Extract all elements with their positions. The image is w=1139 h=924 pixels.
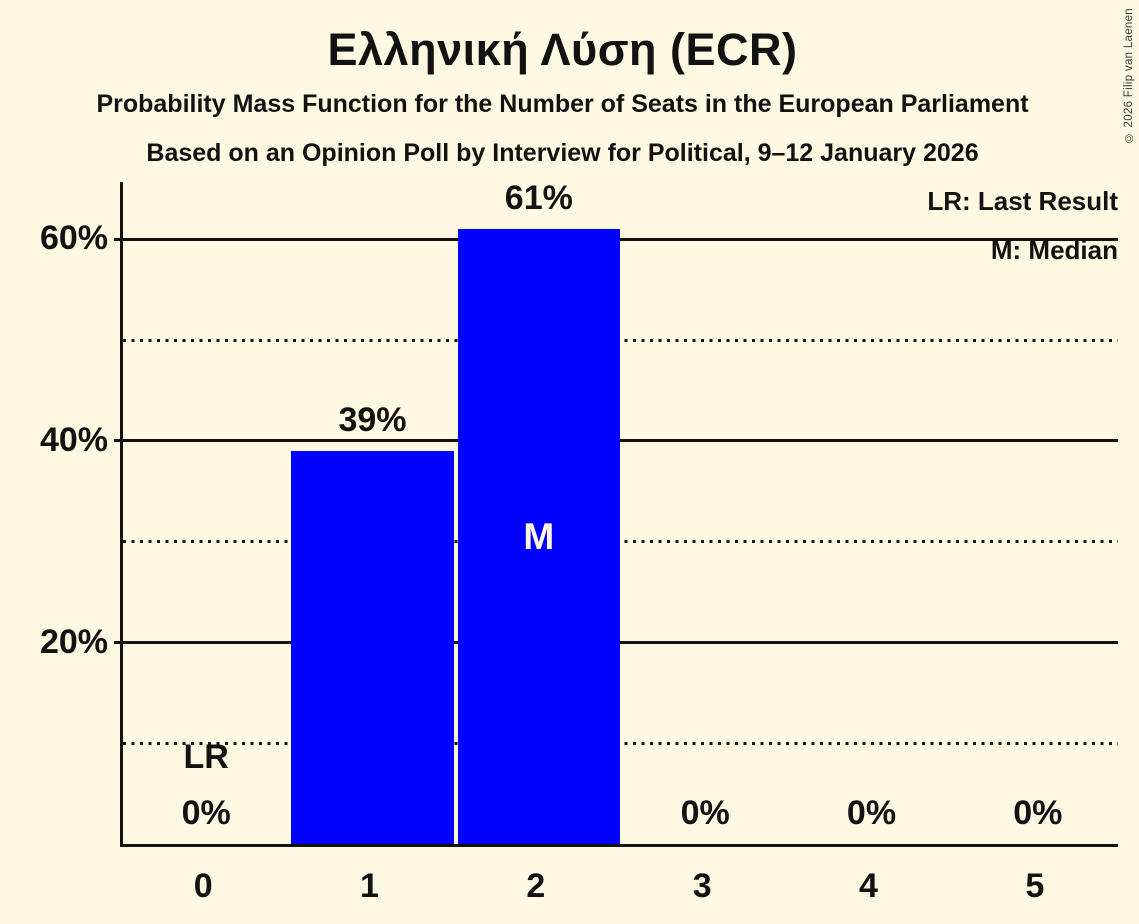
plot-grid: 20% 40% 60% 0% LR 39% M 61% 0% 0% 0% bbox=[40, 179, 1121, 847]
legend-median: M: Median bbox=[990, 235, 1118, 265]
median-marker: M bbox=[523, 515, 555, 557]
x-axis-tick-label: 4 bbox=[859, 867, 878, 905]
bar-column-4: 0% bbox=[788, 182, 954, 844]
x-axis-tick-label: 1 bbox=[360, 867, 379, 905]
bar-value-label: 0% bbox=[181, 794, 231, 832]
copyright-notice: © 2026 Filip van Laenen bbox=[1123, 8, 1135, 144]
last-result-marker: LR bbox=[183, 738, 229, 776]
bar-column-5: 0% bbox=[955, 182, 1121, 844]
x-axis-tick-label: 3 bbox=[692, 867, 712, 905]
bar-value-label: 0% bbox=[680, 794, 730, 832]
bar-value-label: 39% bbox=[338, 401, 407, 440]
chart-title: Ελληνική Λύση (ECR) bbox=[327, 24, 798, 75]
chart-subtitle: Probability Mass Function for the Number… bbox=[96, 90, 1029, 118]
gridline-dotted-30 bbox=[123, 540, 1118, 544]
x-axis-tick-label: 5 bbox=[1025, 867, 1045, 905]
bar-column-1: 39% bbox=[289, 182, 455, 844]
bar-value-label: 0% bbox=[1013, 794, 1063, 832]
gridline-dotted-50 bbox=[123, 338, 1118, 342]
y-axis-tick-label: 60% bbox=[39, 219, 108, 258]
bar-1 bbox=[291, 451, 454, 844]
bar-value-label: 0% bbox=[846, 794, 897, 832]
bar-2: M bbox=[457, 229, 620, 844]
bar-column-2: M 61% bbox=[456, 179, 622, 844]
y-axis-tick-label: 40% bbox=[39, 420, 108, 459]
chart-poll-subtitle: Based on an Opinion Poll by Interview fo… bbox=[146, 139, 979, 167]
legend: LR: Last Result M: Median bbox=[927, 188, 1118, 263]
x-axis-tick-label: 2 bbox=[526, 867, 546, 905]
x-axis-labels: 0 1 2 3 4 5 bbox=[120, 868, 1118, 908]
bar-column-3: 0% bbox=[622, 182, 788, 844]
gridline-dotted-10 bbox=[123, 741, 1118, 745]
bar-column-0: 0% LR bbox=[123, 182, 289, 844]
legend-last-result: LR: Last Result bbox=[927, 186, 1118, 216]
x-axis-tick-label: 0 bbox=[193, 867, 213, 905]
y-axis-tick-label: 20% bbox=[39, 622, 108, 661]
bar-value-label: 61% bbox=[504, 179, 573, 218]
